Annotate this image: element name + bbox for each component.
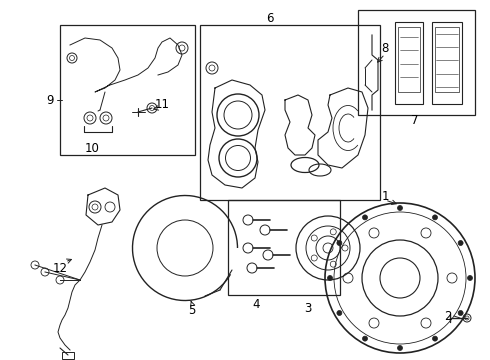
Bar [228,200,340,295]
Circle shape [458,310,463,315]
Bar [62,352,74,359]
Bar [395,22,423,104]
Circle shape [458,240,463,246]
Text: 3: 3 [304,302,312,315]
Bar [358,10,475,115]
Text: 4: 4 [252,298,260,311]
Text: 7: 7 [411,113,419,126]
Circle shape [363,215,368,220]
Circle shape [397,206,402,211]
Bar [432,22,462,104]
Circle shape [433,336,438,341]
Circle shape [397,346,402,351]
Circle shape [337,240,342,246]
Text: 12: 12 [52,261,68,274]
Circle shape [363,336,368,341]
Circle shape [337,310,342,315]
Text: 2: 2 [444,310,452,323]
Bar [435,27,459,92]
Text: 1: 1 [381,189,389,202]
Bar [60,25,195,155]
Text: 10: 10 [85,141,99,154]
Text: 5: 5 [188,303,196,316]
Bar [200,25,380,200]
Text: 11: 11 [154,99,170,112]
Text: 9: 9 [46,94,54,107]
Circle shape [433,215,438,220]
Text: 8: 8 [381,41,389,54]
Bar [398,27,420,92]
Text: 6: 6 [266,12,274,24]
Circle shape [467,275,472,280]
Circle shape [327,275,333,280]
